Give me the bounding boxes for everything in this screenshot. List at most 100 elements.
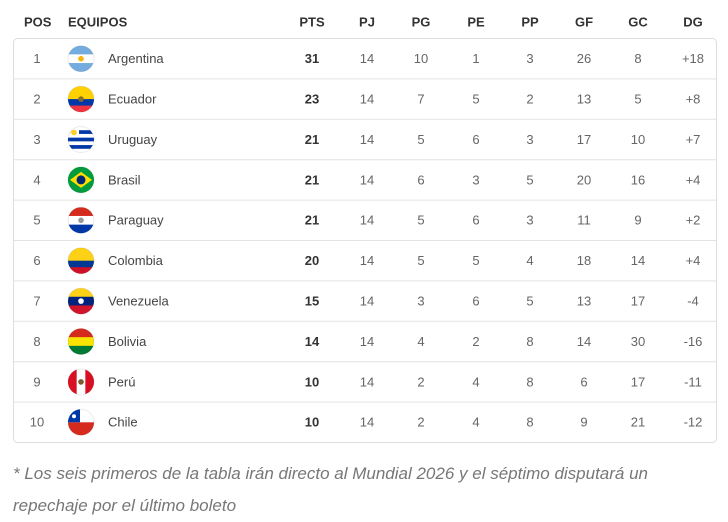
cell: 14 [360,334,374,349]
team-name: Argentina [108,51,164,66]
flag-stripe [68,86,94,94]
cell: 2 [417,415,424,430]
cell: -12 [684,415,703,430]
cell: 10 [30,415,44,430]
cell: 3 [33,132,40,147]
cell: 2 [33,92,40,107]
flag-border [67,408,95,436]
cell: 14 [360,132,374,147]
flag-stripe [68,288,94,298]
cell: 6 [33,253,40,268]
flag-stripe [68,368,78,395]
cell: 23 [305,92,319,107]
flag-stripe [68,254,94,262]
flag-border [67,126,95,153]
team-name: Paraguay [108,213,164,228]
cell: +18 [682,51,704,66]
cell: 5 [526,294,533,309]
flag-emblem [71,129,77,136]
flag [68,126,94,153]
cell: 17 [631,294,645,309]
cell: 5 [417,213,424,228]
flag-stripe [68,105,94,113]
cell: 3 [526,132,533,147]
column-header: PP [521,14,539,29]
flag-stripe [68,63,94,72]
flag [68,86,94,113]
team-name: Ecuador [108,92,157,107]
cell: 8 [526,334,533,349]
cell: 18 [577,253,591,268]
cell: 10 [305,374,319,389]
cell: 8 [526,415,533,430]
cell: 2 [472,334,479,349]
flag-stripe [68,345,94,355]
flag-stripe [68,126,94,131]
flag-border [67,45,95,73]
cell: 9 [580,415,587,430]
cell: 4 [472,374,479,389]
footnote: * Los seis primeros de la tabla irán dir… [13,464,649,515]
flag-border [67,368,95,396]
flag [68,409,94,436]
flag-stripe [68,305,94,315]
cell: 13 [577,92,591,107]
cell: 5 [472,92,479,107]
team-name: Chile [108,415,138,430]
flag-emblem [78,379,84,385]
column-header: GF [575,14,593,29]
cell: +4 [686,253,701,268]
cell: 5 [472,253,479,268]
flag-border [67,85,95,113]
cell: 10 [305,415,319,430]
team-name: Perú [108,374,135,389]
column-header: PG [412,14,431,29]
cell: 2 [417,374,424,389]
flag-stripe [68,141,94,146]
flag-stripe [85,368,94,395]
cell: 3 [526,213,533,228]
cell: 6 [472,213,479,228]
cell: 20 [577,172,591,187]
cell: 4 [33,172,40,187]
cell: 14 [360,374,374,389]
cell: 8 [634,51,641,66]
cell: 6 [472,294,479,309]
flag-border [67,206,95,234]
cell: 6 [472,132,479,147]
cell: 1 [33,51,40,66]
cell: 3 [472,172,479,187]
cell: 5 [417,132,424,147]
flag-stripe [68,133,94,139]
flag-globe [76,175,86,185]
flag-stripe [68,130,94,135]
flag [68,368,94,395]
cell: 6 [580,374,587,389]
flag-emblem [78,96,84,102]
column-header: DG [683,14,703,29]
cell: 13 [577,294,591,309]
cell: 17 [631,374,645,389]
cell: 14 [360,253,374,268]
cell: 5 [417,253,424,268]
cell: 14 [577,334,591,349]
cell: 11 [577,213,591,228]
cell: 2 [526,92,533,107]
flag-emblem [78,55,84,62]
flag-stripe [68,247,94,255]
cell: 21 [305,172,319,187]
standings-table: POS EQUIPOS PTS PJ PG PE PP GF GC DG1 Argentina 31 1… [13,14,717,443]
cell: -16 [684,334,703,349]
flag [68,207,94,234]
column-header: PJ [359,14,375,29]
cell: 16 [631,172,645,187]
cell: 17 [577,132,591,147]
column-header: POS [24,14,52,29]
flag-stripe [68,145,94,150]
flag-stripe [68,224,94,234]
flag [68,166,94,193]
cell: 3 [417,294,424,309]
flag-stripe [68,45,94,55]
flag-stripe [68,137,94,142]
